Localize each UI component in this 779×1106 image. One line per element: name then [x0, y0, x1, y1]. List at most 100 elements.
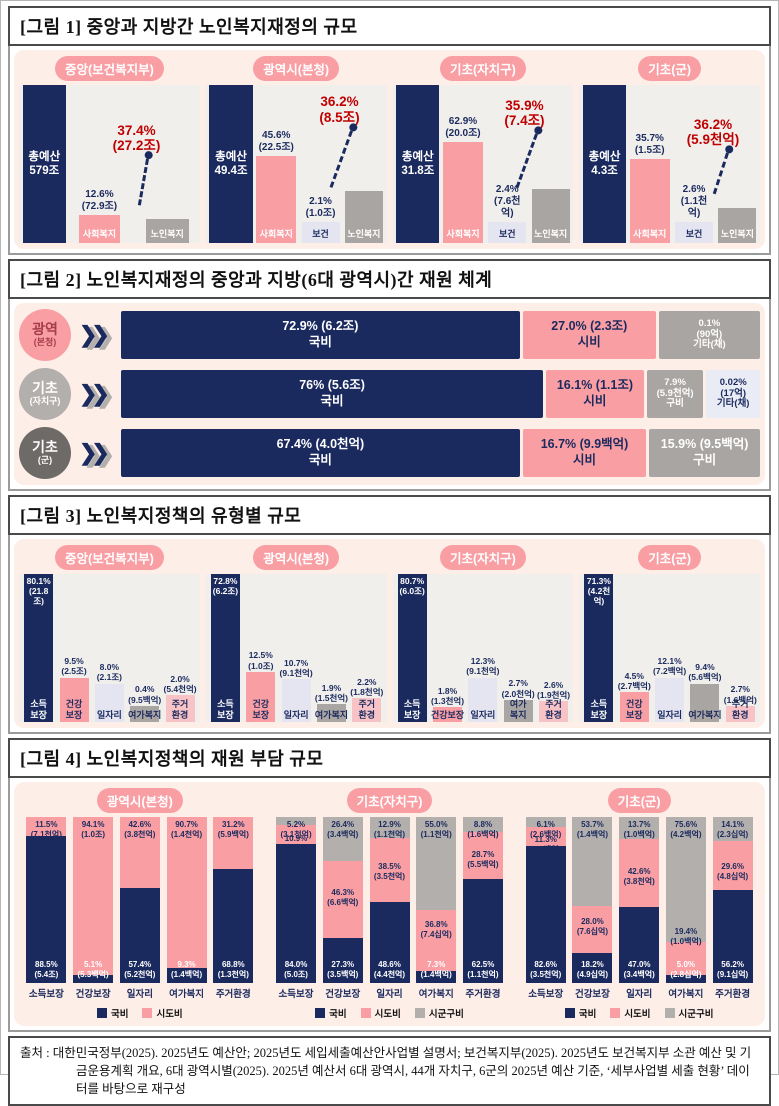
legend-label: 국비 — [329, 1009, 347, 1020]
segment-value-mid: 46.3% (6.6백억) — [327, 888, 359, 908]
elderly-welfare-highlight: 36.2% (5.9천억) — [686, 116, 740, 148]
total-budget-bar: 총예산 579조 — [22, 85, 66, 243]
bar-label: 소득 보장 — [403, 699, 421, 720]
legend-swatch-pink — [360, 1008, 371, 1018]
legend-label: 시군구비 — [678, 1009, 714, 1020]
fig1-plot: 총예산 49.4조 45.6% (22.5조) 사회복지 2.1% (1.0조)… — [205, 85, 387, 243]
legend: 국비 시도비 시군구비 — [518, 1006, 760, 1020]
source-citation: 출처 : 대한민국정부(2025). 2025년도 예산안; 2025년도 세입… — [20, 1046, 752, 1097]
legend-item: 국비 — [564, 1006, 596, 1020]
row-label: 기초 — [32, 380, 58, 397]
fig1-plot: 총예산 4.3조 35.7% (1.5조) 사회복지 2.6% (1.1천억) … — [579, 85, 760, 243]
fig2-row-metro: 광역 (본청) ❯❯ 72.9% (6.2조) 국비 27.0% (2.3조) … — [19, 309, 761, 361]
elderly-welfare-highlight: 37.4% (27.2조) — [112, 122, 161, 154]
city-fund-segment: 16.1% (1.1조) 시비 — [546, 370, 644, 418]
bar-value: 8.0% (2.1조) — [96, 662, 123, 683]
district-fund-segment: 15.9% (9.5백억) 구비 — [649, 429, 760, 477]
bar-value: 12.5% (1.0조) — [248, 650, 274, 671]
fig1-plot: 총예산 579조 12.6% (72.9조) 사회복지 노인복지 37.4% (… — [19, 85, 200, 243]
bar-value: 2.7% (2.0천억) — [501, 678, 535, 699]
bar-value: 9.4% (5.6백억) — [688, 662, 722, 683]
total-budget-label: 총예산 31.8조 — [401, 150, 435, 177]
social-welfare-label: 사회복지 — [446, 229, 480, 239]
segment-value-bottom: 56.2% (9.1십억) — [717, 960, 749, 979]
bar-label: 일자리 — [470, 709, 496, 720]
category-label: 여가복지 — [418, 989, 454, 1000]
category-label: 소득보장 — [278, 989, 314, 1000]
legend-label: 시도비 — [374, 1009, 401, 1020]
stacked-bar-health: 94.1% (1.0조) 5.1% (5.3백억) 건강보장 — [70, 817, 117, 1000]
leisure-welfare-bar: 여가 복지 — [503, 699, 533, 722]
segment-value-top: 53.7% (1.4백억) — [576, 820, 609, 839]
stacked-bar-income: 11.5% (7.1천억) 88.5% (5.4조) 소득보장 — [23, 817, 70, 1000]
category-label: 주거환경 — [715, 989, 751, 1000]
row-label-circle: 기초 (자치구) — [19, 368, 71, 420]
fig4-plot: 11.5% (7.1천억) 88.5% (5.4조) 소득보장 94.1% (1.0… — [19, 817, 261, 1000]
social-welfare-value: 62.9% (20.0조) — [445, 115, 481, 139]
health-security-bar: 건강 보장 — [246, 671, 276, 722]
bar-value: 2.6% (1.9천억) — [536, 679, 571, 701]
bar-label: 건강 보장 — [252, 699, 270, 720]
social-welfare-bar: 사회복지 — [629, 159, 670, 243]
bar-label: 일자리 — [96, 709, 122, 720]
segment-value-mid: 36.8% (7.4십억) — [420, 919, 452, 939]
category-label: 건강보장 — [325, 989, 361, 1000]
jobs-bar: 일자리 — [281, 679, 311, 722]
bar-value: 4.5% (2.7백억) — [617, 671, 651, 692]
health-value: 2.4% (7.6천억) — [494, 184, 521, 220]
leisure-welfare-bar: 여가복지 — [315, 704, 348, 722]
stacked-bar-jobs: 13.7% (1.0백억) 42.6% (3.8천억) 47.0% (3.4백억) 일… — [616, 817, 663, 1000]
legend-swatch-pink — [610, 1008, 621, 1018]
panel-title-pill: 중앙(보건복지부) — [54, 56, 164, 81]
segment-value-mid: 28.7% (5.5백억) — [467, 850, 499, 870]
figure3-title: [그림 3] 노인복지정책의 유형별 규모 — [8, 495, 771, 535]
bar-label: 건강 보장 — [625, 699, 643, 720]
figure2-section: [그림 2] 노인복지재정의 중앙과 지방(6대 광역시)간 재원 체계 광역 … — [8, 259, 771, 491]
stacked-bar-income: 5.2% (3.1천억) 10.9% (6.5천억) 84.0% (5.0조) 소득보… — [273, 817, 320, 1000]
other-fund-segment: 0.02% (17억) 기타(채) — [706, 370, 760, 418]
segment-value-mid: 28.0% (7.6십억) — [576, 916, 609, 936]
bar-label: 주거 환경 — [358, 699, 376, 720]
panel-title-pill: 광역시(본청) — [96, 788, 183, 813]
fig1-panel-central: 중앙(보건복지부) 총예산 579조 12.6% (72.9조) 사회복지 노인… — [19, 56, 200, 243]
elderly-welfare-bar: 노인복지 — [145, 219, 189, 243]
social-welfare-bar: 사회복지 — [443, 141, 483, 243]
chevron-icon: ❯❯ — [79, 322, 110, 347]
segment-value-bottom: 88.5% (5.4조) — [34, 960, 59, 979]
funding-bar: 72.9% (6.2조) 국비 27.0% (2.3조) 시비 0.1% (90… — [121, 311, 761, 359]
legend-swatch-navy — [315, 1008, 326, 1018]
category-label: 건강보장 — [75, 989, 111, 1000]
figure1-title: [그림 1] 중앙과 지방간 노인복지재정의 규모 — [8, 6, 771, 46]
panel-title-pill: 광역시(본청) — [253, 545, 340, 570]
row-sublabel: (자치구) — [29, 395, 61, 406]
elderly-welfare-highlight: 36.2% (8.5조) — [319, 94, 360, 125]
bar-value: 10.7% (9.1천억) — [279, 657, 313, 678]
segment-value-mid: 11.3% (4.8백억) — [530, 835, 562, 855]
social-welfare-value: 12.6% (72.9조) — [81, 188, 118, 212]
segment-value-top: 12.9% (1.1천억) — [373, 820, 406, 839]
category-label: 소득보장 — [528, 989, 564, 1000]
figure1-section: [그림 1] 중앙과 지방간 노인복지재정의 규모 중앙(보건복지부) 총예산 … — [8, 6, 771, 255]
segment-value-top: 26.4% (3.4백억) — [327, 820, 359, 839]
segment-value-bottom: 47.0% (3.4백억) — [623, 960, 655, 979]
social-welfare-label: 사회복지 — [82, 229, 116, 239]
legend-label: 시도비 — [156, 1009, 183, 1020]
bar-label: 소득 보장 — [217, 699, 234, 720]
row-label-circle: 기초 (군) — [19, 427, 71, 479]
category-label: 주거환경 — [465, 989, 501, 1000]
health-bar: 보건 — [675, 222, 713, 243]
legend-item: 시도비 — [360, 1006, 401, 1020]
social-welfare-label: 사회복지 — [633, 229, 667, 239]
income-security-bar: 71.3% (4.2천억) 소득 보장 — [584, 574, 614, 722]
health-value: 2.6% (1.1천억) — [680, 184, 708, 220]
funding-bar: 67.4% (4.0천억) 국비 16.7% (9.9백억) 시비 15.9% … — [121, 429, 760, 477]
bar-value: 80.1% (21.8조) — [26, 576, 51, 607]
other-fund-segment: 0.1% (90억) 기타(채) — [658, 311, 761, 359]
category-label: 일자리 — [376, 989, 403, 1000]
health-security-bar: 건강보장 — [431, 707, 464, 722]
chevron-icon: ❯❯ — [79, 381, 110, 406]
stacked-bar-housing: 8.8% (1.6백억) 28.7% (5.5백억) 62.5% (1.1천억) 주거… — [460, 817, 507, 1000]
stacked-bar-income: 6.1% (2.6백억) 11.3% (4.8백억) 82.6% (3.5천억) 소득… — [522, 817, 569, 1000]
legend-label: 국비 — [110, 1009, 129, 1020]
bar-value: 80.7% (6.0조) — [399, 576, 425, 597]
